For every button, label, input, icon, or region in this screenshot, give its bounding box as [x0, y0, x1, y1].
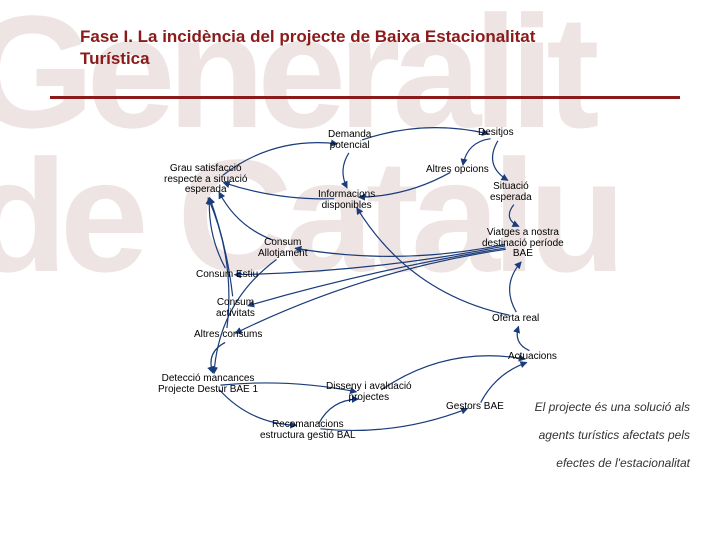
diagram-node-activitats: Consumactivitats — [216, 298, 255, 319]
diagram-node-gestors: Gestors BAE — [446, 402, 504, 413]
diagram-node-estiu: Consum Estiu — [196, 270, 258, 281]
edge-oferta-viatges — [510, 262, 522, 312]
edge-allotj-grau — [219, 192, 273, 240]
edge-viatges-altres_cons — [235, 249, 506, 333]
diagram-node-grau: Grau satisfacciórespecte a situacióesper… — [164, 164, 247, 196]
diagram-node-allotj: ConsumAllotjament — [258, 238, 307, 259]
diagram-node-oferta: Oferta real — [492, 314, 539, 325]
diagram-node-altres_cons: Altres consums — [194, 330, 262, 341]
edge-actuacions-oferta — [517, 326, 529, 350]
diagram-node-actuacions: Actuacions — [508, 352, 557, 363]
edge-demanda-info — [343, 153, 349, 188]
diagram-node-disseny: Disseny i avaluacióprojectes — [326, 382, 412, 403]
diagram-node-desitjos: Desitjos — [478, 128, 514, 139]
diagram-node-viatges: Viatges a nostradestinació períodeBAE — [482, 228, 564, 260]
caption-line1: El projecte és una solució als — [535, 400, 690, 414]
diagram-node-info: Informacionsdisponibles — [318, 190, 375, 211]
diagram-node-deteccio: Detecció mancancesProjecte Destur BAE 1 — [158, 374, 258, 395]
diagram-node-situacio: Situacióesperada — [490, 182, 532, 203]
diagram-node-demanda: Demandapotencial — [328, 130, 371, 151]
caption-line2: agents turístics afectats pels — [539, 428, 690, 442]
edge-demanda-desitjos — [362, 128, 489, 140]
edge-desitjos-altres_op — [463, 139, 491, 166]
diagram-node-recoman: Recomanacionsestructura gestió BAL — [260, 420, 356, 441]
edge-gestors-actuacions — [481, 362, 527, 402]
title-rule — [50, 96, 680, 99]
edge-activitats-grau — [210, 198, 233, 297]
caption-line3: efectes de l'estacionalitat — [556, 456, 690, 470]
slide-title: Fase I. La incidència del projecte de Ba… — [80, 26, 535, 70]
diagram-node-altres_op: Altres opcions — [426, 165, 489, 176]
edge-desitjos-situacio — [493, 141, 508, 181]
edge-situacio-viatges — [509, 205, 519, 227]
